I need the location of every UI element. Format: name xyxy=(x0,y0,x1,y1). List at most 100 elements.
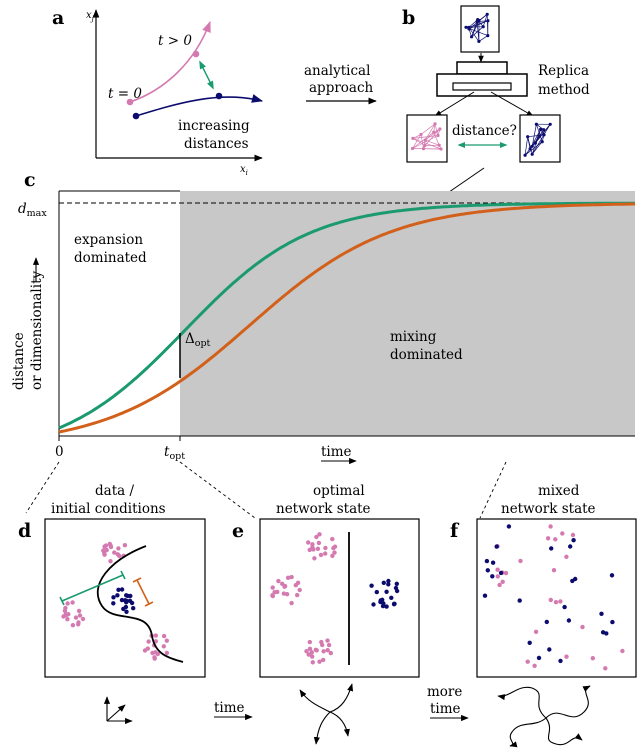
distance-green xyxy=(61,574,124,602)
pink-point xyxy=(122,543,128,548)
navy-point xyxy=(494,544,499,549)
network-top-node xyxy=(477,39,481,44)
pink-point xyxy=(316,540,322,546)
navy-point xyxy=(609,573,615,578)
pink-point xyxy=(295,580,301,585)
pink-point xyxy=(76,608,82,614)
pink-point xyxy=(330,553,335,558)
panel-a-label: a xyxy=(52,7,64,29)
pink-point xyxy=(76,620,81,625)
network-pink-node xyxy=(423,138,427,142)
network-top-edge xyxy=(478,35,488,42)
pink-point xyxy=(289,574,294,580)
label-t-positive: t > 0 xyxy=(158,33,192,49)
network-pink-node xyxy=(432,130,436,134)
pink-point xyxy=(270,593,275,598)
pink-point xyxy=(548,597,553,603)
bottom-time-label: time xyxy=(214,700,245,716)
navy-point xyxy=(381,580,386,585)
navy-point xyxy=(490,574,495,579)
network-icon-pink xyxy=(410,122,443,151)
network-top-edge xyxy=(471,20,480,37)
navy-point xyxy=(549,546,554,551)
network-pink-edge xyxy=(420,134,424,149)
pink-point xyxy=(70,623,76,628)
pink-point xyxy=(564,554,569,559)
pink-point xyxy=(503,570,509,576)
navy-point xyxy=(506,524,512,529)
pink-point xyxy=(603,666,608,671)
navy-point xyxy=(490,560,496,565)
pink-point xyxy=(164,650,170,656)
network-pink-edge xyxy=(433,132,440,146)
pink-point xyxy=(553,600,559,605)
pink-point xyxy=(276,578,281,584)
network-pink-node xyxy=(439,147,443,151)
arrow-to-left-copy xyxy=(434,91,475,117)
network-top-edge xyxy=(478,14,488,21)
pink-point xyxy=(495,574,500,579)
pink-point xyxy=(63,605,68,611)
y-axis-label-2: or dimensionality xyxy=(29,271,45,390)
distance-green-cap-right xyxy=(120,570,126,580)
navy-point xyxy=(123,598,128,603)
navy-point xyxy=(544,619,549,625)
pink-point xyxy=(330,536,335,542)
pink-point xyxy=(564,654,569,659)
pink-point xyxy=(107,541,113,547)
network-pink-edge xyxy=(420,123,436,135)
pink-point xyxy=(306,652,311,657)
xtick-zero-label: 0 xyxy=(55,444,64,460)
pink-point xyxy=(548,524,553,529)
network-pink-edge xyxy=(412,135,439,139)
panel-f-title-1: mixed xyxy=(538,483,580,499)
pink-point xyxy=(313,647,318,652)
pink-point xyxy=(326,642,332,648)
connector-d xyxy=(25,461,60,514)
pink-point xyxy=(155,651,160,657)
pink-point xyxy=(61,614,66,619)
distance-arrow-a xyxy=(199,60,214,90)
navy-point xyxy=(527,640,532,645)
pink-point xyxy=(553,537,558,542)
network-pink-node xyxy=(423,143,427,148)
network-navy-node xyxy=(540,140,544,144)
arrow-label-2: approach xyxy=(309,80,374,96)
pink-point xyxy=(65,601,70,606)
replica-label-2: method xyxy=(538,82,590,98)
network-pink-node xyxy=(433,122,437,126)
network-navy-edge xyxy=(531,124,551,155)
pink-point xyxy=(153,639,158,644)
pink-point xyxy=(309,650,314,655)
pink-point xyxy=(323,545,328,551)
pink-point xyxy=(145,646,150,651)
pink-point xyxy=(117,553,122,559)
point-pink-end xyxy=(192,50,200,58)
arrow-to-right-copy xyxy=(490,91,534,117)
pink-point xyxy=(314,534,319,540)
pink-point xyxy=(65,617,70,622)
input-network-box xyxy=(460,5,500,53)
network-navy-edge xyxy=(527,136,533,155)
network-pink-node xyxy=(421,147,426,151)
navy-point xyxy=(111,595,116,600)
x-axis-label: time xyxy=(321,444,352,460)
panel-a-x-axis-label: xi xyxy=(240,164,248,177)
navy-point xyxy=(599,611,604,616)
network-top-node xyxy=(467,25,471,29)
axes-icon xyxy=(103,696,133,725)
trajectory-pink xyxy=(129,20,211,103)
distance-question: distance? xyxy=(452,123,517,139)
pink-point xyxy=(545,536,551,541)
panel-f-points xyxy=(482,524,625,671)
panel-e-title-2: network state xyxy=(276,501,371,517)
navy-point xyxy=(124,593,129,598)
pink-point xyxy=(590,656,595,661)
navy-point xyxy=(384,589,389,594)
network-top-node xyxy=(475,20,479,24)
network-pink-edge xyxy=(412,134,422,149)
network-pink-edge xyxy=(434,123,439,136)
pink-point xyxy=(525,659,530,664)
navy-point xyxy=(610,619,615,625)
pink-point xyxy=(70,600,75,605)
